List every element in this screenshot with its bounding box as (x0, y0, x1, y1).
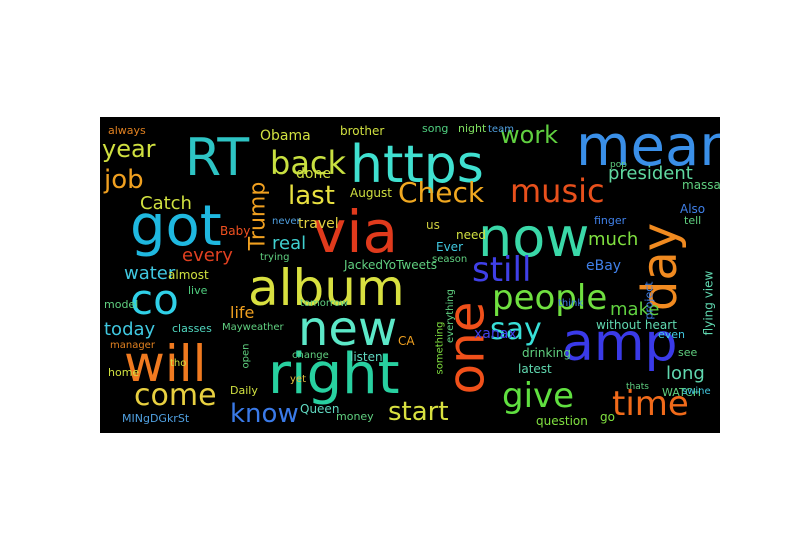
word: night (458, 122, 487, 135)
word: latest (518, 362, 552, 376)
word: Trump (245, 181, 271, 251)
word: new (298, 301, 398, 357)
word: August (350, 186, 392, 200)
word: Daily (230, 384, 258, 397)
word: RT (185, 128, 250, 188)
word: brother (340, 124, 385, 138)
word: home (108, 366, 140, 379)
word: via (312, 198, 398, 266)
word: make (610, 299, 660, 320)
word: Also (680, 202, 706, 216)
word: every (182, 245, 233, 266)
word: today (104, 319, 156, 340)
word: long (666, 363, 705, 384)
word: JackedYoTweets (344, 258, 437, 272)
word: mean (576, 117, 720, 179)
word: got (130, 194, 222, 259)
word: live (188, 284, 208, 297)
word: https (350, 135, 484, 195)
word: back (270, 144, 347, 182)
word: need (456, 228, 486, 242)
word: flying view (701, 270, 716, 336)
word: Check (398, 176, 485, 209)
word: change (292, 350, 329, 361)
word: Baby (220, 224, 251, 238)
word: WATCH (662, 386, 701, 399)
word: CA (398, 334, 415, 348)
word: president (608, 163, 693, 184)
word: trying (260, 252, 290, 263)
word: almost (168, 268, 209, 282)
word: yet (290, 374, 306, 385)
word: model (104, 298, 139, 311)
word: manager (110, 340, 155, 351)
word: will (124, 335, 207, 393)
word: travel (298, 216, 339, 232)
word: classes (172, 322, 212, 335)
word: year (102, 135, 156, 163)
word: MINgDGkrSt (122, 412, 190, 425)
word: Ever (436, 240, 463, 254)
word: something (434, 321, 446, 375)
word: us (426, 218, 440, 232)
word: tho (170, 358, 187, 369)
word: tomorrow (300, 298, 349, 309)
word: massage (682, 178, 720, 192)
word: Catch (140, 193, 192, 214)
word: see (678, 346, 698, 359)
word: come (134, 378, 217, 413)
word: Obama (260, 128, 311, 144)
word: xanax (474, 326, 517, 342)
word: Queen (300, 402, 340, 416)
word: pop (610, 160, 627, 170)
word: still (472, 250, 532, 290)
word: everything (444, 289, 456, 343)
word: life (230, 303, 255, 322)
word: water (124, 263, 176, 284)
word: thats (626, 382, 649, 392)
word: last (288, 181, 335, 211)
word: question (536, 414, 588, 428)
word: go (600, 410, 615, 424)
word: project (642, 281, 656, 320)
word: right (268, 342, 400, 407)
word: song (422, 122, 449, 135)
word: listen (350, 350, 383, 364)
word: time (612, 384, 689, 424)
word: always (108, 124, 146, 137)
word: team (488, 124, 514, 135)
word: know (230, 399, 299, 429)
word-cloud: https mean RT got via now album new will… (100, 117, 720, 433)
word: people (492, 278, 608, 318)
word: album (248, 259, 405, 317)
word: money (336, 410, 374, 423)
word: think (558, 298, 584, 309)
word: give (502, 376, 575, 416)
word: real (272, 233, 307, 254)
word: amp (562, 313, 678, 373)
word: start (388, 397, 449, 427)
word: tell (684, 214, 702, 227)
word: much (588, 229, 639, 250)
word: Mayweather (222, 322, 284, 333)
word: eBay (586, 258, 622, 274)
word: work (500, 121, 559, 149)
word: now (478, 206, 590, 269)
word: co (130, 275, 179, 324)
word: finger (594, 214, 627, 227)
word: swine (682, 386, 711, 397)
word: job (104, 165, 144, 195)
word: even (658, 328, 686, 341)
word: open (240, 343, 252, 369)
word: never (272, 216, 301, 227)
word: without heart (596, 318, 677, 332)
word: drinking (522, 346, 571, 360)
word: done (296, 166, 331, 182)
word: say (490, 312, 542, 347)
word: music (510, 172, 605, 210)
word: season (432, 254, 468, 265)
